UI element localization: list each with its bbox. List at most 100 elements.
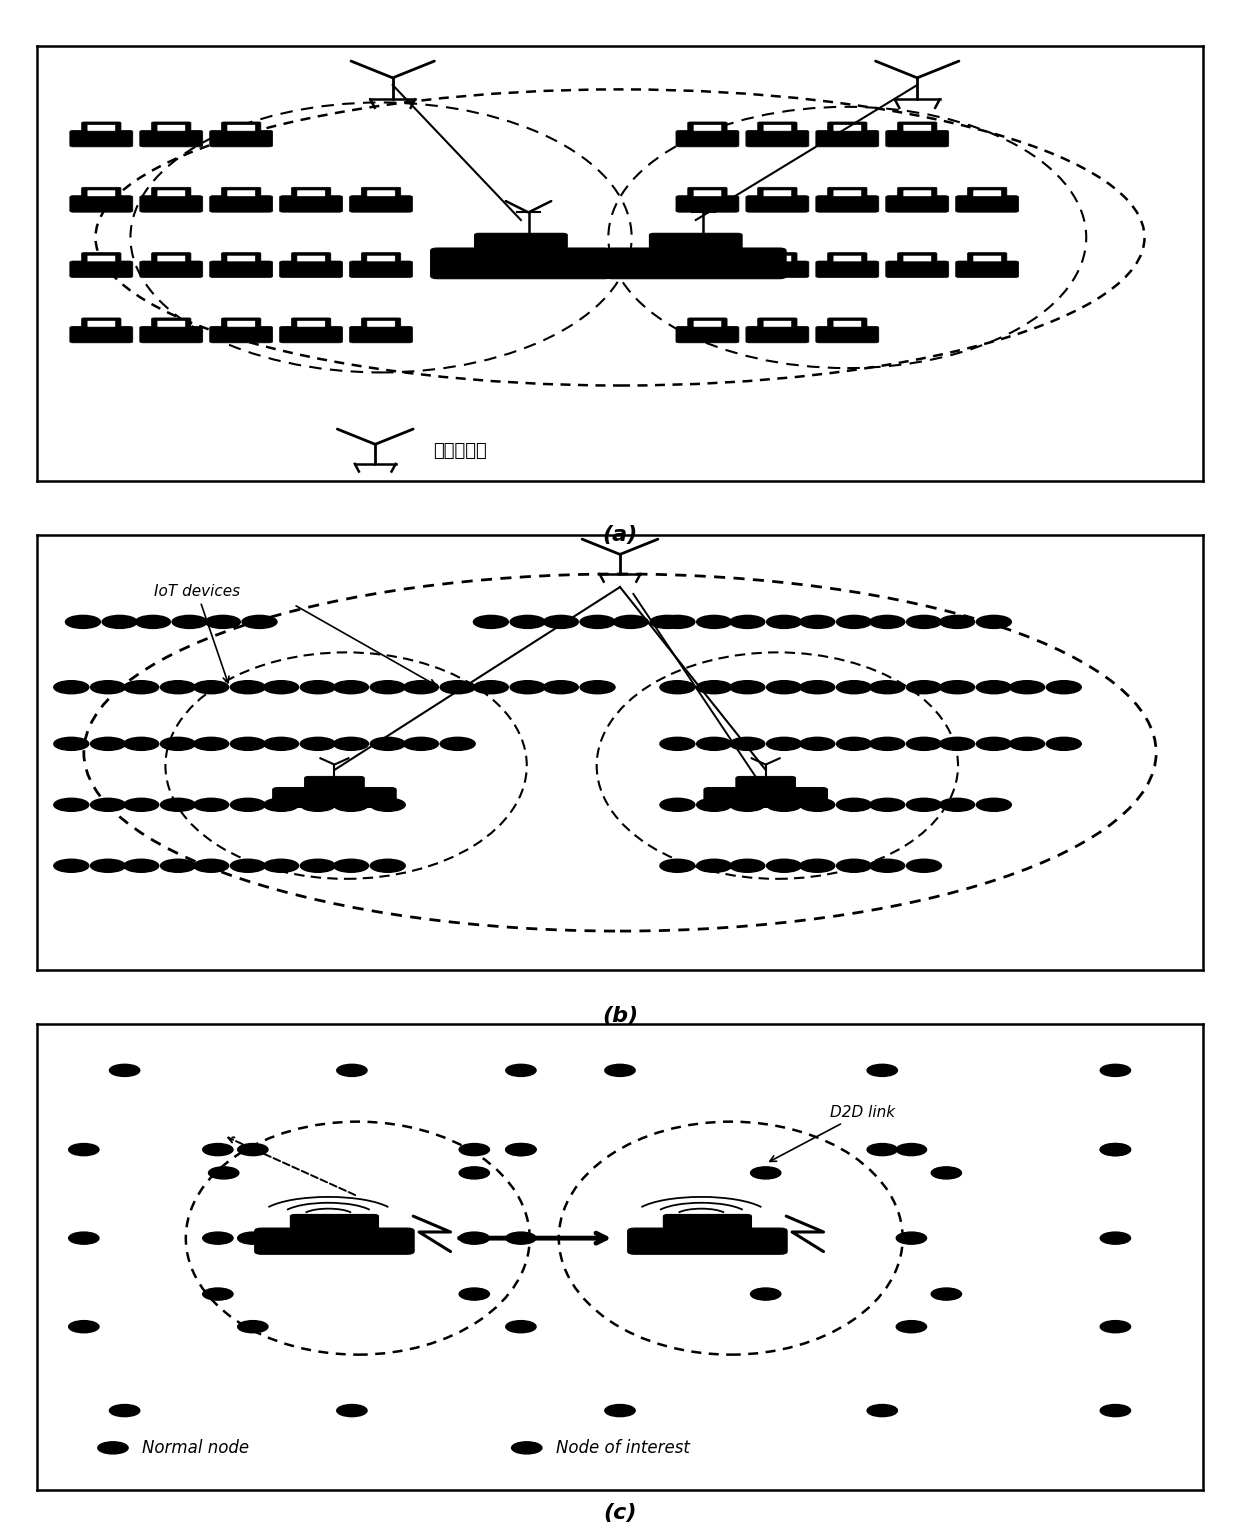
FancyBboxPatch shape bbox=[693, 125, 722, 131]
Circle shape bbox=[231, 859, 265, 872]
FancyBboxPatch shape bbox=[222, 252, 260, 263]
Circle shape bbox=[506, 1065, 536, 1076]
FancyBboxPatch shape bbox=[82, 252, 122, 263]
Circle shape bbox=[897, 1232, 926, 1244]
FancyBboxPatch shape bbox=[280, 196, 342, 212]
Text: IoT devices: IoT devices bbox=[154, 584, 239, 683]
FancyBboxPatch shape bbox=[296, 255, 325, 261]
Circle shape bbox=[906, 616, 941, 628]
Circle shape bbox=[510, 680, 546, 694]
FancyBboxPatch shape bbox=[903, 189, 931, 197]
FancyBboxPatch shape bbox=[157, 189, 186, 197]
Circle shape bbox=[869, 798, 905, 811]
Circle shape bbox=[334, 798, 368, 811]
FancyBboxPatch shape bbox=[157, 255, 186, 261]
FancyBboxPatch shape bbox=[222, 188, 260, 199]
FancyBboxPatch shape bbox=[350, 261, 413, 278]
Circle shape bbox=[867, 1143, 898, 1155]
Circle shape bbox=[53, 798, 89, 811]
FancyBboxPatch shape bbox=[82, 188, 122, 199]
FancyBboxPatch shape bbox=[296, 189, 325, 197]
Circle shape bbox=[160, 859, 196, 872]
Circle shape bbox=[976, 680, 1012, 694]
Circle shape bbox=[976, 738, 1012, 750]
FancyBboxPatch shape bbox=[816, 327, 879, 342]
Circle shape bbox=[730, 798, 765, 811]
FancyBboxPatch shape bbox=[898, 252, 937, 263]
Circle shape bbox=[650, 616, 684, 628]
Circle shape bbox=[897, 1320, 926, 1332]
FancyBboxPatch shape bbox=[973, 189, 1002, 197]
Circle shape bbox=[91, 798, 125, 811]
Circle shape bbox=[869, 738, 905, 750]
FancyBboxPatch shape bbox=[361, 252, 401, 263]
FancyBboxPatch shape bbox=[746, 196, 808, 212]
Circle shape bbox=[68, 1232, 99, 1244]
Circle shape bbox=[264, 738, 299, 750]
Circle shape bbox=[202, 1288, 233, 1300]
Circle shape bbox=[506, 1320, 536, 1332]
FancyBboxPatch shape bbox=[967, 252, 1007, 263]
FancyBboxPatch shape bbox=[475, 234, 567, 252]
Circle shape bbox=[660, 616, 694, 628]
Circle shape bbox=[906, 680, 941, 694]
Circle shape bbox=[334, 680, 368, 694]
Circle shape bbox=[53, 680, 89, 694]
FancyBboxPatch shape bbox=[688, 252, 727, 263]
FancyBboxPatch shape bbox=[663, 1215, 751, 1233]
Circle shape bbox=[730, 738, 765, 750]
FancyBboxPatch shape bbox=[827, 122, 867, 133]
FancyBboxPatch shape bbox=[688, 122, 727, 133]
FancyBboxPatch shape bbox=[827, 188, 867, 199]
FancyBboxPatch shape bbox=[816, 196, 879, 212]
Circle shape bbox=[193, 859, 228, 872]
Circle shape bbox=[976, 798, 1012, 811]
Circle shape bbox=[91, 859, 125, 872]
Circle shape bbox=[660, 738, 694, 750]
Circle shape bbox=[124, 738, 159, 750]
FancyBboxPatch shape bbox=[210, 196, 273, 212]
FancyBboxPatch shape bbox=[361, 318, 401, 329]
Circle shape bbox=[800, 738, 835, 750]
Circle shape bbox=[506, 1232, 536, 1244]
FancyBboxPatch shape bbox=[140, 196, 202, 212]
FancyBboxPatch shape bbox=[210, 130, 273, 147]
Circle shape bbox=[238, 1232, 268, 1244]
Circle shape bbox=[940, 680, 975, 694]
Circle shape bbox=[459, 1288, 490, 1300]
Circle shape bbox=[766, 738, 801, 750]
FancyBboxPatch shape bbox=[296, 321, 325, 327]
Circle shape bbox=[506, 1143, 536, 1155]
Circle shape bbox=[264, 859, 299, 872]
Circle shape bbox=[697, 859, 732, 872]
Circle shape bbox=[660, 859, 694, 872]
Text: D2D link: D2D link bbox=[770, 1105, 895, 1161]
Circle shape bbox=[869, 859, 905, 872]
FancyBboxPatch shape bbox=[973, 255, 1002, 261]
Circle shape bbox=[403, 738, 439, 750]
Circle shape bbox=[371, 738, 405, 750]
Circle shape bbox=[1100, 1320, 1131, 1332]
FancyBboxPatch shape bbox=[69, 130, 133, 147]
Circle shape bbox=[931, 1167, 961, 1180]
Circle shape bbox=[300, 859, 335, 872]
FancyBboxPatch shape bbox=[151, 318, 191, 329]
FancyBboxPatch shape bbox=[367, 189, 396, 197]
Circle shape bbox=[264, 798, 299, 811]
FancyBboxPatch shape bbox=[222, 122, 260, 133]
Circle shape bbox=[906, 798, 941, 811]
FancyBboxPatch shape bbox=[676, 261, 739, 278]
FancyBboxPatch shape bbox=[69, 261, 133, 278]
FancyBboxPatch shape bbox=[361, 188, 401, 199]
FancyBboxPatch shape bbox=[367, 321, 396, 327]
Circle shape bbox=[837, 616, 872, 628]
FancyBboxPatch shape bbox=[903, 255, 931, 261]
Circle shape bbox=[614, 616, 649, 628]
Circle shape bbox=[867, 1065, 898, 1076]
Circle shape bbox=[1100, 1143, 1131, 1155]
FancyBboxPatch shape bbox=[82, 122, 122, 133]
FancyBboxPatch shape bbox=[827, 318, 867, 329]
Circle shape bbox=[697, 798, 732, 811]
FancyBboxPatch shape bbox=[151, 188, 191, 199]
FancyBboxPatch shape bbox=[746, 327, 808, 342]
